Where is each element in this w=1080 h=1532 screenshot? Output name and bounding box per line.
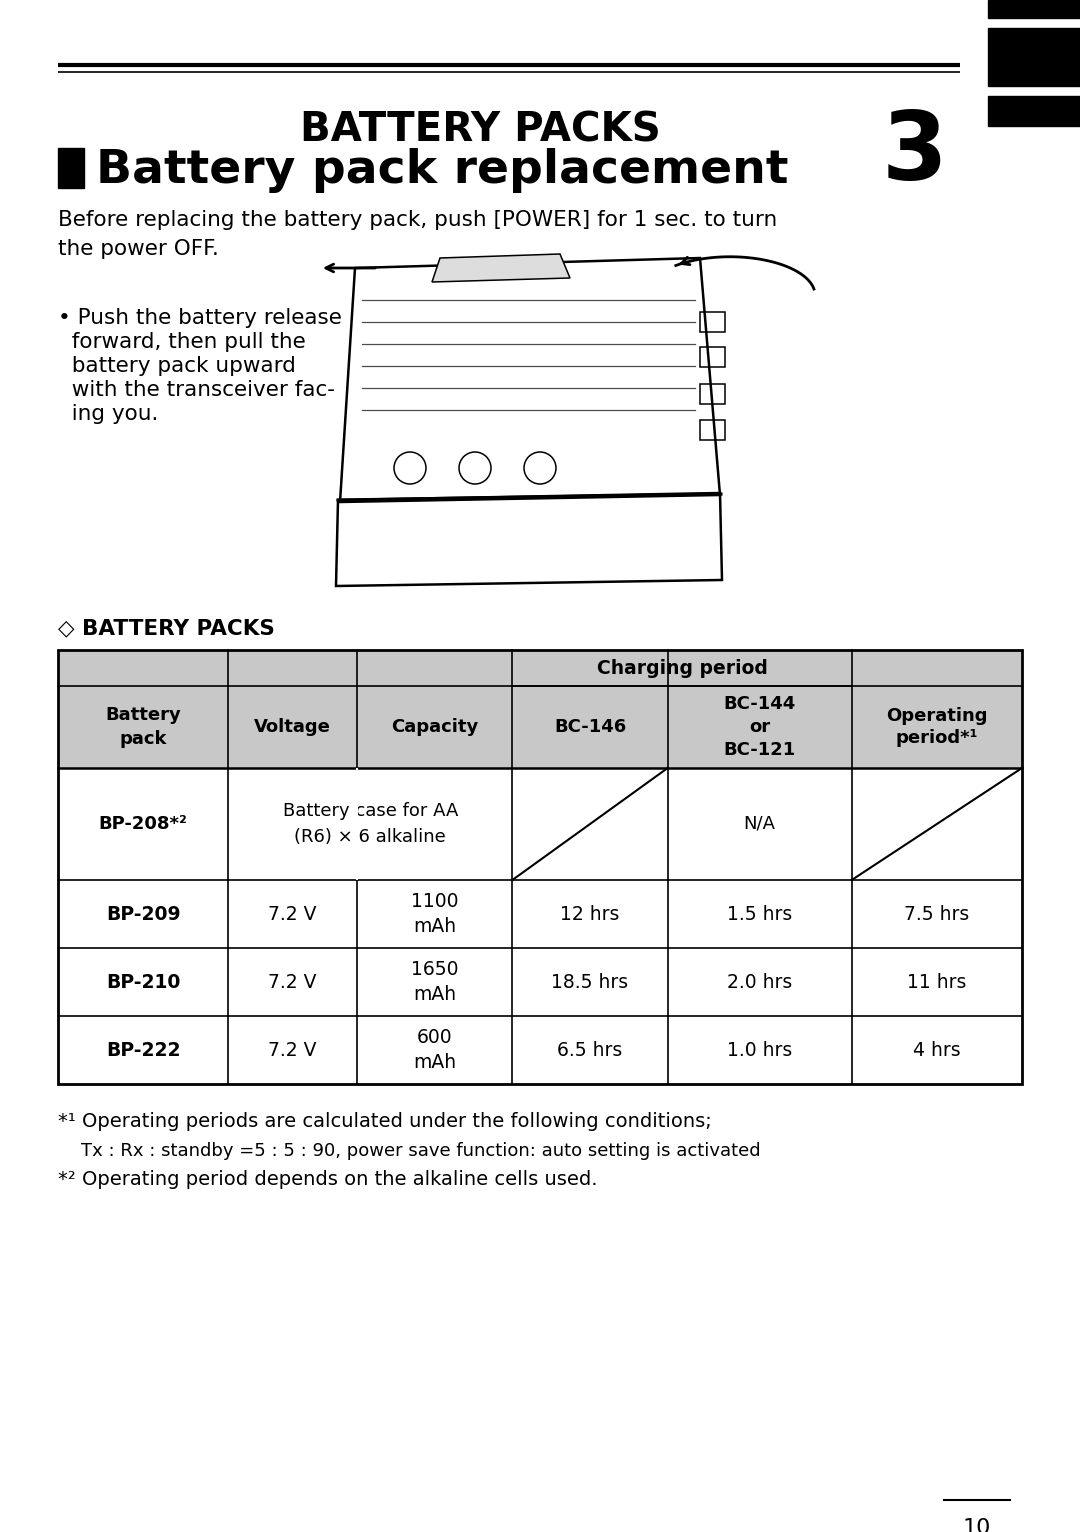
Text: BC-146: BC-146	[554, 719, 626, 735]
Text: 1.0 hrs: 1.0 hrs	[727, 1040, 793, 1060]
Text: BC-144
or
BC-121: BC-144 or BC-121	[724, 696, 796, 758]
Text: 3: 3	[882, 107, 948, 201]
Polygon shape	[432, 254, 570, 282]
Bar	[852, 686, 1022, 768]
Bar	[667, 1016, 852, 1085]
Bar	[988, 28, 1080, 86]
Bar	[357, 948, 512, 1016]
Bar	[512, 879, 667, 948]
Text: • Push the battery release: • Push the battery release	[58, 308, 342, 328]
Bar	[228, 1016, 357, 1085]
Bar	[852, 1016, 1022, 1085]
Text: Battery
pack: Battery pack	[105, 706, 181, 748]
Bar	[357, 1016, 512, 1085]
Bar	[667, 879, 852, 948]
Bar	[357, 686, 512, 768]
Text: 10: 10	[962, 1518, 991, 1532]
Bar	[667, 686, 852, 768]
Text: 2.0 hrs: 2.0 hrs	[727, 973, 793, 991]
Text: 1650
mAh: 1650 mAh	[411, 961, 459, 1003]
Text: Battery case for AA
(R6) × 6 alkaline: Battery case for AA (R6) × 6 alkaline	[283, 803, 458, 846]
Bar	[228, 768, 357, 879]
Text: 18.5 hrs: 18.5 hrs	[552, 973, 629, 991]
Bar	[700, 348, 725, 368]
Text: forward, then pull the: forward, then pull the	[58, 332, 306, 352]
Text: BP-209: BP-209	[106, 904, 180, 924]
Bar	[58, 948, 228, 1016]
Text: BP-208*²: BP-208*²	[98, 815, 188, 833]
Bar	[228, 948, 357, 1016]
Bar	[357, 768, 512, 879]
Text: Battery pack replacement: Battery pack replacement	[96, 149, 788, 193]
Bar	[356, 768, 359, 879]
Text: Capacity: Capacity	[391, 719, 478, 735]
Text: 7.2 V: 7.2 V	[269, 973, 316, 991]
Text: BP-210: BP-210	[106, 973, 180, 991]
Text: 12 hrs: 12 hrs	[561, 904, 620, 924]
Bar	[700, 420, 725, 440]
Bar	[512, 686, 667, 768]
Text: BP-222: BP-222	[106, 1040, 180, 1060]
Bar	[58, 686, 228, 768]
Text: 7.2 V: 7.2 V	[269, 904, 316, 924]
Bar	[58, 650, 228, 686]
Text: 11 hrs: 11 hrs	[907, 973, 967, 991]
Text: 1100
mAh: 1100 mAh	[411, 892, 459, 936]
Bar	[667, 768, 852, 879]
Bar	[512, 650, 852, 686]
Bar	[667, 650, 852, 686]
Bar	[700, 313, 725, 332]
Text: 7.2 V: 7.2 V	[269, 1040, 316, 1060]
Text: 7.5 hrs: 7.5 hrs	[904, 904, 970, 924]
Bar	[852, 650, 1022, 686]
Bar	[988, 0, 1080, 18]
Bar	[58, 879, 228, 948]
Bar	[852, 879, 1022, 948]
Text: Before replacing the battery pack, push [POWER] for 1 sec. to turn
the power OFF: Before replacing the battery pack, push …	[58, 210, 778, 259]
Text: 600
mAh: 600 mAh	[414, 1028, 457, 1071]
Bar	[58, 149, 84, 188]
Bar	[667, 948, 852, 1016]
Bar	[512, 768, 667, 879]
Text: 1.5 hrs: 1.5 hrs	[727, 904, 793, 924]
Bar	[357, 879, 512, 948]
Text: Tx : Rx : standby =5 : 5 : 90, power save function: auto setting is activated: Tx : Rx : standby =5 : 5 : 90, power sav…	[58, 1141, 760, 1160]
Text: BATTERY PACKS: BATTERY PACKS	[299, 110, 660, 150]
Text: ◇ BATTERY PACKS: ◇ BATTERY PACKS	[58, 617, 275, 637]
Text: Charging period: Charging period	[596, 659, 768, 677]
Text: *² Operating period depends on the alkaline cells used.: *² Operating period depends on the alkal…	[58, 1170, 597, 1189]
Text: 4 hrs: 4 hrs	[913, 1040, 961, 1060]
Bar	[700, 385, 725, 404]
Bar	[512, 650, 667, 686]
Text: with the transceiver fac-: with the transceiver fac-	[58, 380, 335, 400]
Bar	[512, 948, 667, 1016]
Bar	[852, 768, 1022, 879]
Bar	[228, 650, 357, 686]
Text: *¹ Operating periods are calculated under the following conditions;: *¹ Operating periods are calculated unde…	[58, 1112, 712, 1131]
Text: Operating
period*¹: Operating period*¹	[886, 706, 987, 748]
Bar	[228, 686, 357, 768]
Bar	[512, 1016, 667, 1085]
Text: Voltage: Voltage	[254, 719, 332, 735]
Text: ing you.: ing you.	[58, 404, 159, 424]
Text: battery pack upward: battery pack upward	[58, 355, 296, 375]
Bar	[852, 948, 1022, 1016]
Text: 6.5 hrs: 6.5 hrs	[557, 1040, 623, 1060]
Text: N/A: N/A	[744, 815, 775, 833]
Bar	[228, 879, 357, 948]
Bar	[58, 1016, 228, 1085]
Bar	[58, 768, 228, 879]
Bar	[58, 650, 1022, 1085]
Bar	[357, 650, 512, 686]
Bar	[988, 97, 1080, 126]
